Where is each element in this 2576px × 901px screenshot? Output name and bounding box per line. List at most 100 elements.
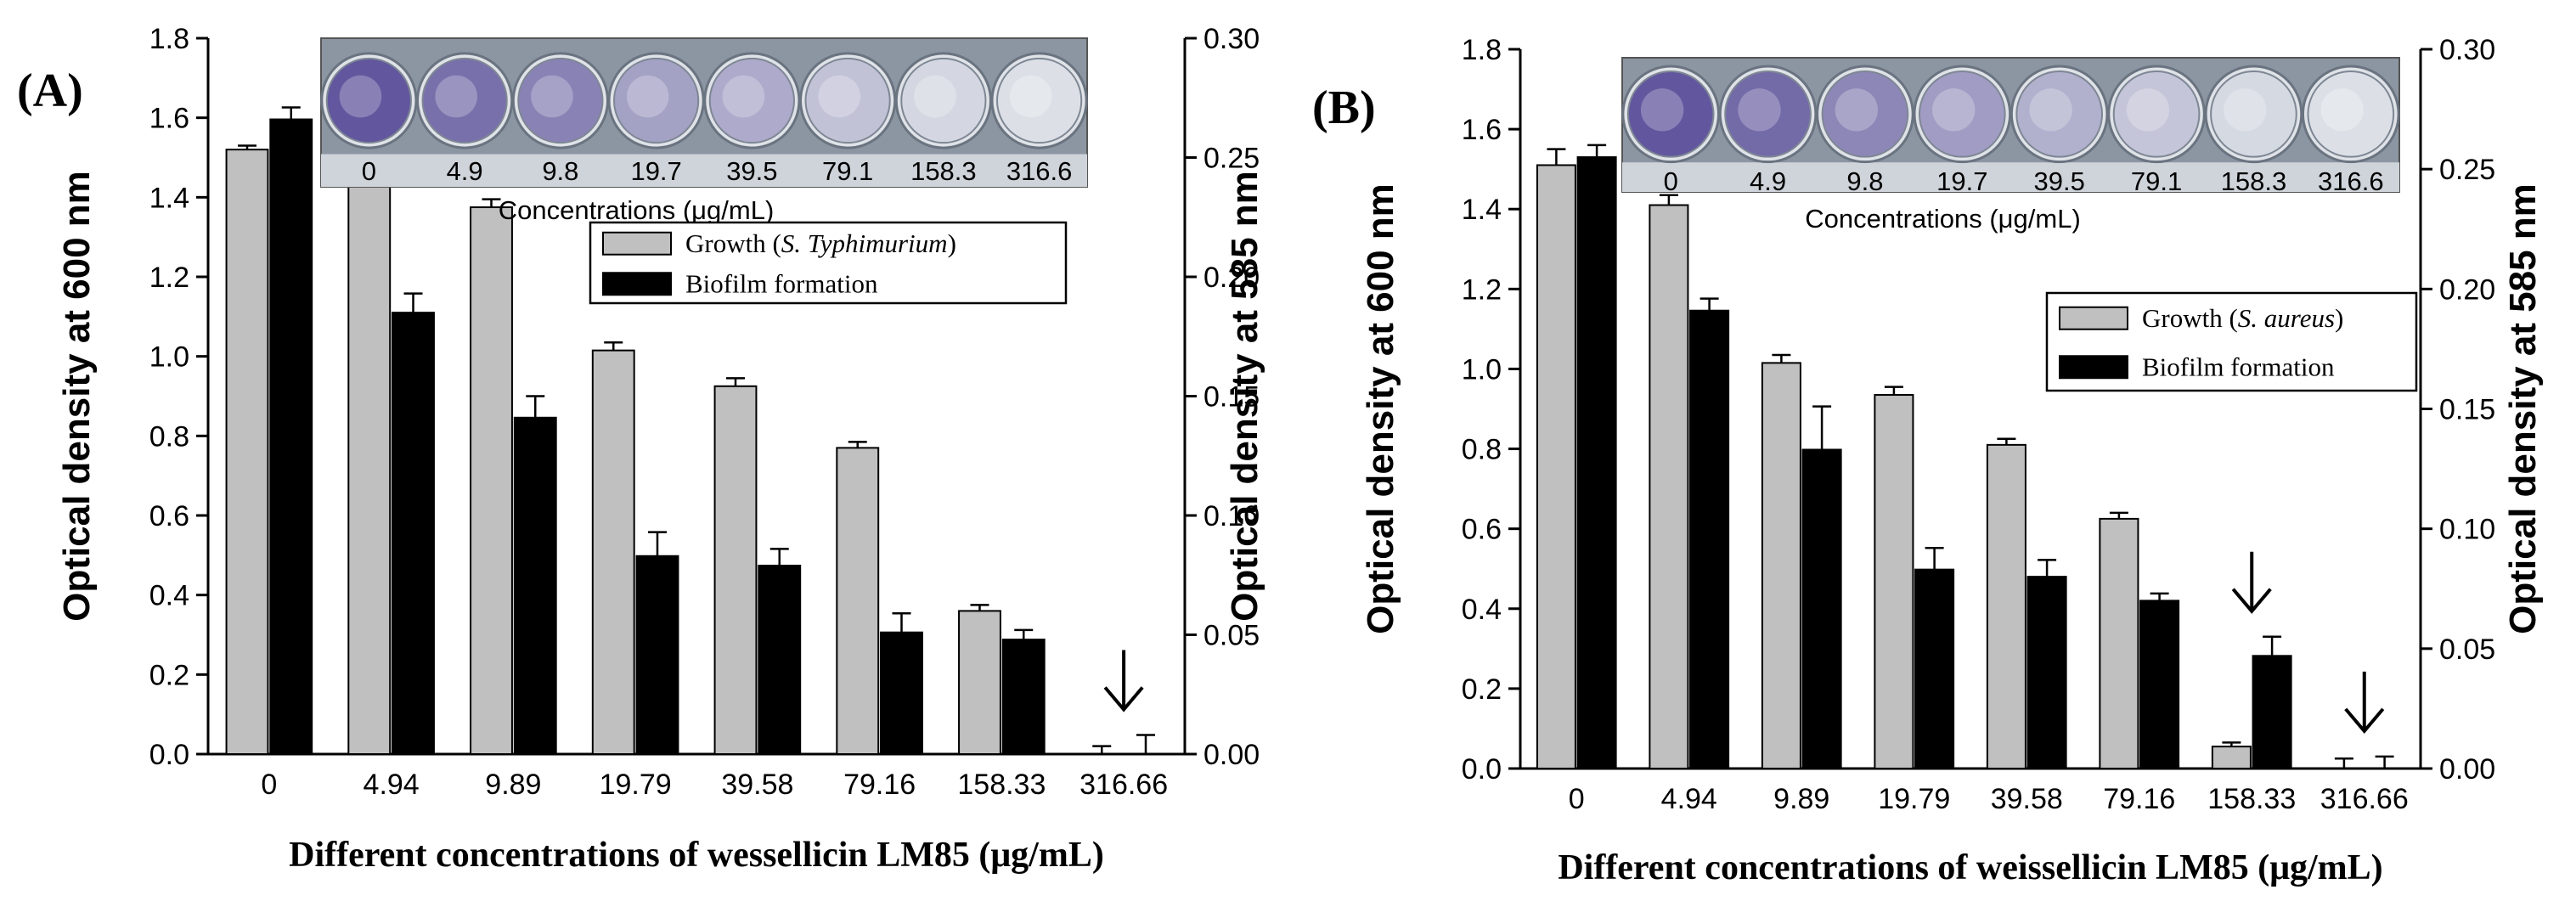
y-tick-label: 1.0 — [1462, 353, 1502, 386]
legend-swatch-biofilm — [2059, 355, 2128, 380]
well-highlight — [339, 75, 382, 118]
well-highlight — [626, 75, 669, 118]
biofilm-bar — [1801, 448, 1842, 769]
well-highlight — [2224, 88, 2267, 132]
y-tick-label: 1.2 — [149, 262, 189, 294]
y-tick-label: 0.0 — [149, 739, 189, 771]
y-tick-label: 0.4 — [149, 580, 189, 612]
legend-swatch-growth — [602, 231, 672, 256]
biofilm-bar — [269, 118, 313, 756]
inset-concentration-label: 9.8 — [542, 156, 578, 186]
well-rim — [2010, 65, 2109, 164]
arrow-head — [2344, 707, 2385, 734]
inset-concentration-label: 158.3 — [910, 156, 977, 186]
x-tick-label: 4.94 — [364, 769, 420, 801]
x-tick-label: 0 — [1569, 783, 1585, 815]
inset-title: Concentrations (μg/mL) — [1805, 204, 2081, 234]
growth-bar — [1649, 204, 1689, 769]
y2-tick-label: 0.15 — [1203, 381, 1260, 414]
growth-bar — [1536, 164, 1576, 769]
growth-bar — [470, 206, 513, 755]
well — [2015, 70, 2104, 158]
well — [1724, 70, 1812, 158]
growth-bar — [958, 610, 1001, 756]
x-tick-label: 158.33 — [957, 769, 1046, 801]
y-tick-label: 0.8 — [1462, 434, 1502, 466]
well-highlight — [2320, 88, 2364, 132]
y-tick-label: 0.4 — [1462, 594, 1502, 626]
well-highlight — [1932, 88, 1976, 132]
y2-axis-title: Optical density at 585 nm — [2502, 183, 2544, 634]
inset-concentration-label: 19.7 — [630, 156, 681, 186]
well — [421, 57, 508, 144]
y2-tick-label: 0.20 — [2439, 273, 2495, 306]
biofilm-bar — [2252, 655, 2292, 770]
y2-tick-label: 0.00 — [2439, 753, 2495, 786]
y-tick-label: 1.6 — [149, 103, 189, 135]
well — [2307, 70, 2395, 158]
y2-tick-label: 0.05 — [1203, 620, 1260, 652]
biofilm-bar — [392, 312, 435, 755]
biofilm-bar — [1576, 156, 1617, 770]
well-rim — [990, 52, 1088, 149]
biofilm-bar — [513, 416, 557, 755]
legend-swatch-growth — [2059, 306, 2128, 330]
well — [613, 57, 700, 144]
chart-panel-a: (A) 0.0 0.2 0.4 0.6 0.8 1.0 1.2 1.4 1.6 1.8 0.00 0.0… — [17, 23, 1265, 875]
biofilm-bar — [880, 631, 923, 755]
inset-concentration-label: 39.5 — [726, 156, 777, 186]
well — [708, 57, 795, 144]
inset-concentration-label: 4.9 — [447, 156, 483, 186]
inset-concentration-label: 0 — [1664, 166, 1678, 196]
y-tick-label: 1.8 — [1462, 34, 1502, 66]
well — [517, 57, 604, 144]
inset-concentration-label: 316.6 — [1006, 156, 1073, 186]
y2-tick-label: 0.10 — [1203, 500, 1260, 532]
y-tick-label: 1.0 — [149, 341, 189, 374]
legend: Growth (S. Typhimurium) Biofilm formation — [589, 221, 1068, 305]
inset-concentration-label: 79.1 — [2131, 166, 2182, 196]
growth-bar — [2099, 517, 2139, 769]
growth-bar — [836, 447, 880, 756]
biofilm-bar — [758, 565, 802, 756]
well — [996, 57, 1083, 144]
inset-lower-band — [321, 154, 1087, 187]
legend-swatch-biofilm — [602, 272, 672, 296]
biofilm-bar — [2026, 576, 2067, 770]
inset-lower-band — [1622, 162, 2399, 192]
well-highlight — [1738, 88, 1781, 132]
y-tick-label: 1.8 — [149, 23, 189, 55]
y-tick-label: 0.2 — [149, 659, 189, 691]
y2-tick-label: 0.00 — [1203, 739, 1260, 771]
y-tick-label: 1.6 — [1462, 114, 1502, 146]
growth-bar — [713, 385, 758, 755]
x-tick-label: 39.58 — [721, 769, 793, 801]
inset-plate-photo — [1621, 57, 2400, 193]
legend-label-growth: Growth (S. Typhimurium) — [685, 228, 956, 258]
y2-tick-label: 0.30 — [1203, 23, 1260, 55]
y-tick-label: 0.0 — [1462, 753, 1502, 786]
x-axis-title: Different concentrations of weissellicin… — [1558, 848, 2382, 887]
y2-axis-title: Optical density at 585 nm — [1224, 171, 1265, 622]
well-rim — [2301, 65, 2400, 164]
arrow-head — [1103, 686, 1144, 712]
x-tick-label: 316.66 — [2320, 783, 2409, 815]
well-highlight — [1835, 88, 1879, 132]
growth-bar — [1986, 443, 2026, 769]
biofilm-bar — [1914, 568, 1955, 769]
chart-panel-b: (B) 0.0 0.2 0.4 0.6 0.8 1.0 1.2 1.4 1.6 1.8 0.00 0.0… — [1312, 34, 2544, 887]
y2-tick-label: 0.30 — [2439, 34, 2495, 66]
inset-concentration-label: 39.5 — [2034, 166, 2085, 196]
x-tick-label: 0 — [261, 769, 277, 801]
well-highlight — [722, 75, 765, 118]
arrow-head — [2231, 588, 2272, 614]
well-highlight — [914, 75, 956, 118]
y-tick-label: 0.8 — [149, 420, 189, 453]
y2-tick-label: 0.25 — [2439, 154, 2495, 186]
well — [1918, 70, 2006, 158]
inset-concentration-label: 79.1 — [822, 156, 873, 186]
well-highlight — [1009, 75, 1052, 118]
inset-plate-photo — [320, 37, 1088, 188]
y2-tick-label: 0.20 — [1203, 262, 1260, 294]
